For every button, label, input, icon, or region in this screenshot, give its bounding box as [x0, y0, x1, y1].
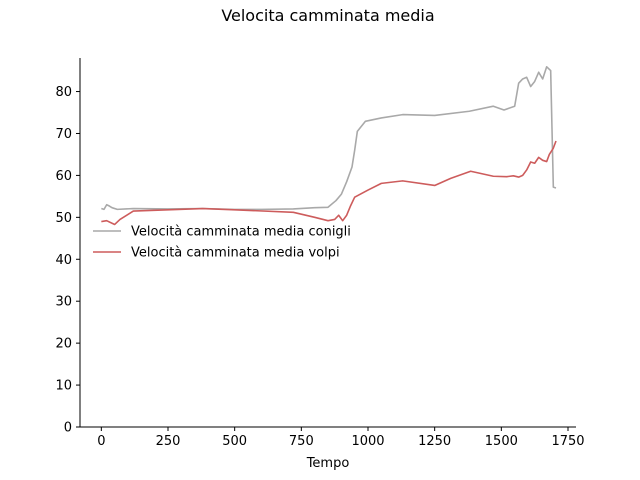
x-tick-label: 1000 [351, 434, 384, 449]
y-tick-label: 80 [55, 85, 72, 100]
y-tick-label: 20 [55, 337, 72, 352]
legend-label-0: Velocità camminata media conigli [131, 225, 351, 240]
y-tick-label: 30 [55, 295, 72, 310]
x-tick-label: 1750 [551, 434, 584, 449]
series-line-0 [101, 66, 557, 211]
series-line-1 [101, 140, 557, 226]
x-tick-label: 500 [222, 434, 247, 449]
legend: Velocità camminata media conigli Velocità… [93, 225, 351, 261]
x-axis-label: Tempo [306, 456, 350, 471]
y-tick-label: 10 [55, 379, 72, 394]
y-tick-label: 40 [55, 253, 72, 268]
y-tick-label: 0 [64, 421, 72, 436]
y-tick-label: 60 [55, 169, 72, 184]
x-tick-label: 0 [97, 434, 105, 449]
y-tick-label: 70 [55, 127, 72, 142]
x-tick-label: 1500 [485, 434, 518, 449]
y-tick-label: 50 [55, 211, 72, 226]
x-tick-label: 750 [289, 434, 314, 449]
chart-title: Velocita camminata media [221, 6, 434, 25]
legend-label-1: Velocità camminata media volpi [131, 246, 340, 261]
x-tick-label: 250 [156, 434, 181, 449]
x-tick-label: 1250 [418, 434, 451, 449]
